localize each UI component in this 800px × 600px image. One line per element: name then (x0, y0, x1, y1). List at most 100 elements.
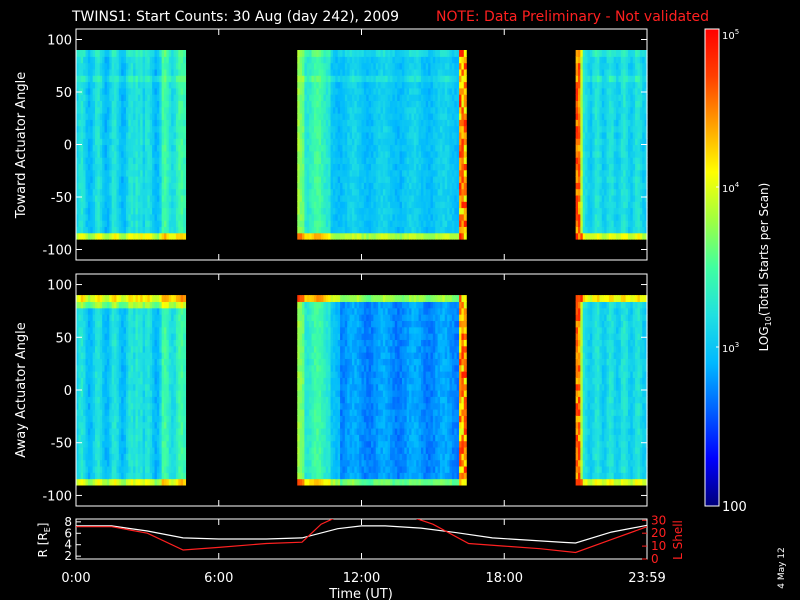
heatmap-cell (420, 50, 424, 57)
heatmap-cell (437, 220, 441, 227)
heatmap-cell (447, 62, 451, 70)
heatmap-cell (111, 163, 115, 171)
heatmap-cell (106, 472, 110, 480)
heatmap-cell (413, 220, 417, 227)
heatmap-cell (87, 314, 91, 321)
heatmap-cell (347, 106, 351, 114)
heatmap-cell (420, 144, 424, 152)
heatmap-cell (135, 113, 139, 120)
heatmap-cell (340, 119, 344, 127)
heatmap-cell (363, 113, 367, 120)
heatmap-cell (99, 169, 103, 177)
heatmap-cell (166, 182, 170, 190)
heatmap-cell (644, 194, 648, 202)
heatmap-cell (347, 232, 351, 240)
heatmap-cell (363, 131, 367, 139)
heatmap-cell (178, 119, 182, 127)
heatmap-cell (373, 194, 377, 202)
heatmap-cell (311, 131, 315, 139)
heatmap-cell (368, 100, 372, 108)
heatmap-cell (80, 176, 84, 183)
heatmap-cell (463, 226, 467, 234)
heatmap-cell (409, 150, 413, 158)
heatmap-cell (449, 176, 453, 183)
heatmap-cell (361, 163, 365, 171)
heatmap-cell (340, 157, 344, 164)
heatmap-cell (104, 339, 108, 347)
heatmap-cell (368, 163, 372, 171)
heatmap-cell (385, 81, 389, 89)
heatmap-cell (325, 220, 329, 227)
heatmap-cell (454, 75, 458, 83)
heatmap-cell (104, 232, 108, 240)
heatmap-cell (313, 207, 317, 215)
heatmap-cell (130, 106, 134, 114)
heatmap-cell (137, 81, 141, 89)
heatmap-cell (451, 163, 455, 171)
heatmap-cell (618, 94, 622, 101)
heatmap-cell (76, 402, 79, 410)
heatmap-cell (137, 157, 141, 164)
heatmap-cell (142, 220, 146, 227)
heatmap-cell (83, 50, 87, 57)
heatmap-cell (390, 106, 394, 114)
heatmap-cell (83, 459, 87, 467)
heatmap-cell (635, 106, 639, 114)
heatmap-cell (335, 125, 339, 133)
heatmap-cell (92, 113, 96, 120)
heatmap-cell (85, 68, 89, 76)
heatmap-cell (106, 87, 110, 95)
heatmap-cell (594, 62, 598, 70)
heatmap-cell (147, 201, 151, 209)
heatmap-cell (137, 50, 141, 57)
heatmap-cell (330, 94, 334, 101)
heatmap-cell (311, 201, 315, 209)
heatmap-cell (316, 176, 320, 183)
heatmap-cell (332, 176, 336, 183)
heatmap-cell (106, 131, 110, 139)
heatmap-cell (592, 62, 596, 70)
heatmap-cell (409, 125, 413, 133)
heatmap-cell (154, 207, 158, 215)
heatmap-cell (85, 163, 89, 171)
heatmap-cell (347, 62, 351, 70)
heatmap-cell (121, 50, 125, 57)
heatmap-cell (299, 68, 303, 76)
heatmap-cell (356, 50, 360, 57)
heatmap-cell (592, 169, 596, 177)
heatmap-cell (99, 390, 103, 397)
heatmap-cell (420, 106, 424, 114)
heatmap-cell (154, 75, 158, 83)
heatmap-cell (114, 163, 118, 171)
heatmap-cell (375, 119, 379, 127)
heatmap-cell (375, 226, 379, 234)
heatmap-cell (76, 453, 79, 461)
heatmap-cell (337, 62, 341, 70)
heatmap-cell (92, 415, 96, 423)
heatmap-cell (164, 144, 168, 152)
heatmap-cell (128, 75, 132, 83)
heatmap-cell (625, 194, 629, 202)
heatmap-cell (630, 75, 634, 83)
heatmap-cell (173, 75, 177, 83)
heatmap-cell (99, 201, 103, 209)
heatmap-cell (180, 125, 184, 133)
heatmap-cell (599, 119, 603, 127)
heatmap-cell (92, 434, 96, 442)
heatmap-cell (133, 232, 137, 240)
heatmap-cell (145, 68, 148, 76)
heatmap-cell (399, 81, 403, 89)
heatmap-cell (606, 125, 610, 133)
heatmap-cell (171, 207, 175, 215)
heatmap-cell (613, 81, 617, 89)
heatmap-cell (618, 220, 622, 227)
heatmap-cell (114, 144, 118, 152)
heatmap-cell (171, 213, 175, 221)
heatmap-cell (78, 415, 82, 423)
heatmap-cell (130, 138, 134, 146)
heatmap-cell (623, 75, 627, 83)
heatmap-cell (418, 188, 422, 196)
heatmap-cell (97, 68, 101, 76)
heatmap-cell (106, 56, 110, 64)
heatmap-cell (337, 194, 341, 202)
